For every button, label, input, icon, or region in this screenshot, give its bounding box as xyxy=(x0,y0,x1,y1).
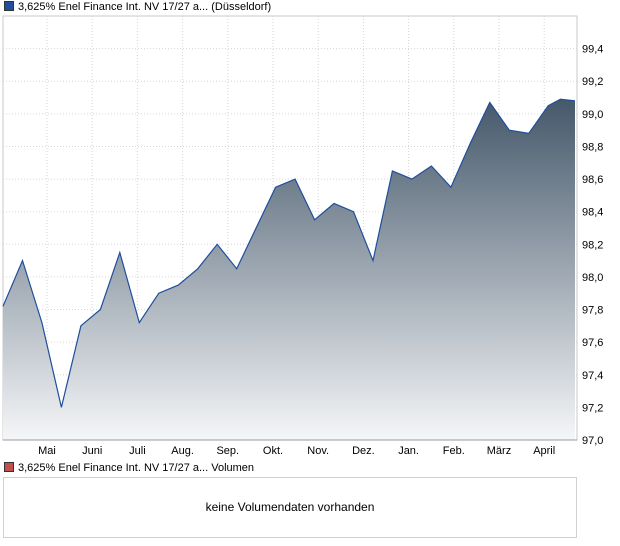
x-tick-label: Aug. xyxy=(171,445,194,457)
x-tick-label: Juni xyxy=(82,445,102,457)
y-tick-label: 97,6 xyxy=(582,337,603,349)
y-tick-label: 98,2 xyxy=(582,239,603,251)
x-tick-label: Jan. xyxy=(398,445,419,457)
y-tick-label: 99,4 xyxy=(582,44,603,56)
volume-legend: 3,625% Enel Finance Int. NV 17/27 a... V… xyxy=(4,461,254,475)
y-tick-label: 97,0 xyxy=(582,435,603,447)
volume-empty-message: keine Volumendaten vorhanden xyxy=(205,500,375,514)
x-tick-label: Mai xyxy=(38,445,56,457)
x-tick-label: Juli xyxy=(129,445,146,457)
price-legend-swatch xyxy=(4,1,14,11)
price-area xyxy=(3,99,575,440)
volume-panel: keine Volumendaten vorhanden xyxy=(3,477,577,538)
x-tick-label: März xyxy=(487,445,511,457)
price-line xyxy=(2,98,576,408)
x-tick-label: Okt. xyxy=(263,445,283,457)
y-tick-label: 98,0 xyxy=(582,272,603,284)
y-tick-label: 98,4 xyxy=(582,207,603,219)
y-tick-label: 99,2 xyxy=(582,76,603,88)
price-legend-label: 3,625% Enel Finance Int. NV 17/27 a... (… xyxy=(18,1,272,13)
price-chart: 97,0 97,2 97,4 97,6 97,8 98,0 98,2 98,4 98,6 98,8… xyxy=(2,15,603,457)
y-tick-label: 98,8 xyxy=(582,141,603,153)
y-tick-label: 97,2 xyxy=(582,402,603,414)
y-tick-label: 97,4 xyxy=(582,370,603,382)
x-tick-label: Sep. xyxy=(216,445,239,457)
price-legend: 3,625% Enel Finance Int. NV 17/27 a... (… xyxy=(4,0,271,14)
x-tick-label: April xyxy=(533,445,555,457)
y-tick-label: 98,6 xyxy=(582,174,603,186)
x-tick-label: Feb. xyxy=(443,445,465,457)
volume-legend-label: 3,625% Enel Finance Int. NV 17/27 a... V… xyxy=(18,462,255,474)
x-tick-label: Nov. xyxy=(307,445,329,457)
volume-legend-swatch xyxy=(4,462,14,472)
y-tick-label: 97,8 xyxy=(582,305,603,317)
x-tick-label: Dez. xyxy=(352,445,375,457)
y-tick-label: 99,0 xyxy=(582,109,603,121)
